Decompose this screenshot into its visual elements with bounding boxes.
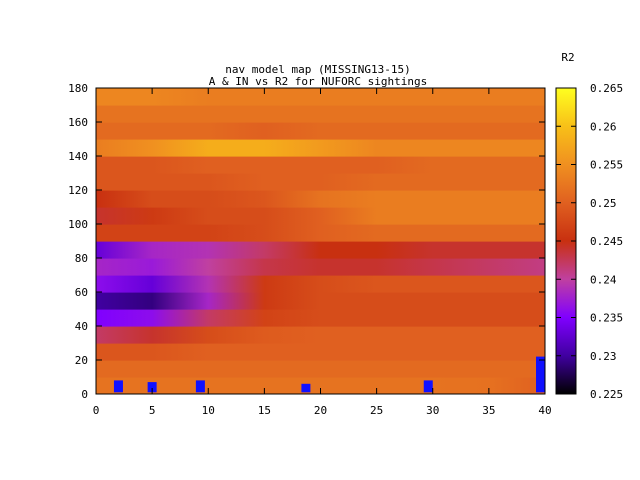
heatmap-row-11: [96, 190, 545, 208]
heatmap-row-12: [96, 173, 545, 191]
colorbar-tick-label-0: 0.225: [590, 388, 623, 401]
heatmap-row-7: [96, 258, 545, 276]
y-tick-label-9: 180: [68, 82, 88, 95]
marker-bars: [113, 356, 546, 393]
heatmap-area: [96, 88, 545, 394]
colorbar-tick-label-7: 0.26: [590, 120, 617, 133]
y-tick-label-8: 160: [68, 116, 88, 129]
colorbar-tick-label-3: 0.24: [590, 273, 617, 286]
heatmap-row-5: [96, 292, 545, 310]
heatmap-row-13: [96, 156, 545, 174]
y-tick-label-2: 40: [75, 320, 88, 333]
colorbar-axis: 0.225 0.23 0.235 0.24 0.245 0.25 0.255 0.26 0.26…: [556, 82, 623, 401]
y-tick-label-1: 20: [75, 354, 88, 367]
marker-bar-2: [195, 380, 205, 393]
colorbar-tick-label-4: 0.245: [590, 235, 623, 248]
heatmap-row-6: [96, 275, 545, 293]
marker-bar-0: [113, 380, 123, 393]
y-tick-label-7: 140: [68, 150, 88, 163]
heatmap-row-8: [96, 241, 545, 259]
chart-title-line2: A & IN vs R2 for NUFORC sightings: [209, 75, 428, 88]
x-tick-label-8: 40: [538, 404, 551, 417]
heatmap-row-10: [96, 207, 545, 225]
x-tick-label-3: 15: [258, 404, 271, 417]
y-tick-label-6: 120: [68, 184, 88, 197]
y-tick-label-3: 60: [75, 286, 88, 299]
heatmap-row-16: [96, 105, 545, 123]
heatmap-row-2: [96, 343, 545, 361]
colorbar-tick-label-8: 0.265: [590, 82, 623, 95]
x-tick-label-7: 35: [482, 404, 495, 417]
heatmap-row-15: [96, 122, 545, 140]
x-tick-label-2: 10: [202, 404, 215, 417]
heatmap-row-3: [96, 326, 545, 344]
x-axis: 0 5 10 15 20 25 30 35 40: [93, 88, 552, 417]
marker-bar-1: [147, 382, 157, 393]
colorbar-label: R2: [561, 51, 574, 64]
x-tick-label-4: 20: [314, 404, 327, 417]
y-axis: 0 20 40 60 80 100 120 140 160 180: [68, 82, 545, 401]
heatmap-row-9: [96, 224, 545, 242]
x-tick-label-0: 0: [93, 404, 100, 417]
colorbar-tick-label-2: 0.235: [590, 312, 623, 325]
marker-bar-5: [536, 356, 546, 393]
heatmap-row-4: [96, 309, 545, 327]
marker-bar-4: [423, 380, 433, 393]
chart-title-line1: nav model map (MISSING13-15): [225, 63, 410, 76]
y-tick-label-5: 100: [68, 218, 88, 231]
x-tick-label-6: 30: [426, 404, 439, 417]
heatmap-row-1: [96, 360, 545, 378]
marker-bar-3: [301, 383, 311, 393]
colorbar-tick-label-1: 0.23: [590, 350, 617, 363]
y-tick-label-4: 80: [75, 252, 88, 265]
x-tick-label-5: 25: [370, 404, 383, 417]
x-tick-label-1: 5: [149, 404, 156, 417]
heatmap-row-14: [96, 139, 545, 157]
colorbar-tick-label-5: 0.25: [590, 197, 617, 210]
colorbar-tick-label-6: 0.255: [590, 159, 623, 172]
y-tick-label-0: 0: [81, 388, 88, 401]
